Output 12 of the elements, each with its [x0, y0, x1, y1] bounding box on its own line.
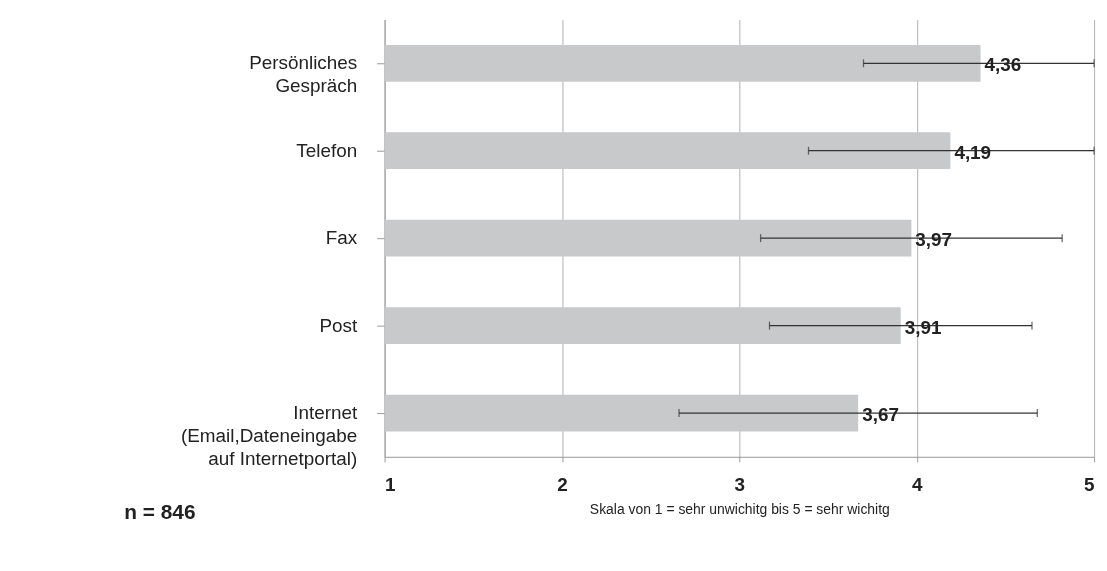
y-tick-label: Post	[319, 314, 358, 336]
x-axis-title: Skala von 1 = sehr unwichitg bis 5 = sehr wichitg	[589, 500, 890, 517]
x-tick-label: 3	[734, 474, 746, 496]
x-tick-label: 4	[911, 474, 923, 496]
x-tick-label: 5	[1084, 474, 1095, 496]
x-tick-label: 2	[557, 474, 568, 496]
y-tick-label: Telefon	[296, 139, 358, 161]
text: n = 846	[124, 500, 196, 524]
y-tick-label: Fax	[325, 227, 358, 249]
y-tick-label: Persönliches Gespräch	[249, 52, 358, 97]
x-tick-label: 1	[385, 474, 396, 496]
y-tick-label: Internet (Email,Dateneingabe auf Internetportal)	[180, 402, 358, 469]
